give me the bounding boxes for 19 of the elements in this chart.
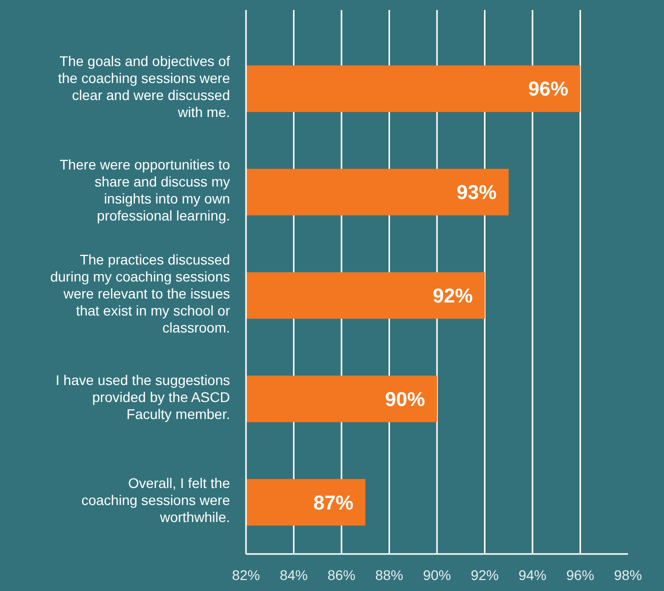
x-tick-label: 96% [566, 567, 594, 583]
y-tick-label: There were opportunities to share and discuss my insights into my own professional learning. [60, 156, 230, 224]
x-tick-label: 90% [422, 567, 452, 583]
x-tick-label: 98% [614, 567, 642, 583]
x-tick-label: 84% [280, 567, 308, 583]
x-tick-label: 92% [470, 567, 499, 583]
data-label: 87% [313, 492, 354, 514]
y-tick-label: I have used the suggestions provided by the ASCD Faculty member. [56, 372, 230, 422]
y-tick-label: Overall, I felt the coaching sessions were worthwhile. [81, 475, 230, 526]
x-tick-label: 94% [518, 567, 547, 583]
y-tick-label: The practices discussed during my coaching sessions were relevant to the issues that exist in my school or classroom. [50, 251, 230, 336]
data-label: 96% [528, 78, 568, 101]
data-label: 92% [432, 286, 473, 308]
y-tick-label: The goals and objectives of the coaching sessions were clear and were discussed with me. [58, 53, 230, 120]
x-tick-label: 86% [327, 567, 356, 583]
data-label: 90% [384, 388, 426, 411]
data-label: 93% [456, 182, 497, 204]
x-tick-label: 88% [375, 567, 404, 583]
x-tick-label: 82% [232, 567, 260, 583]
